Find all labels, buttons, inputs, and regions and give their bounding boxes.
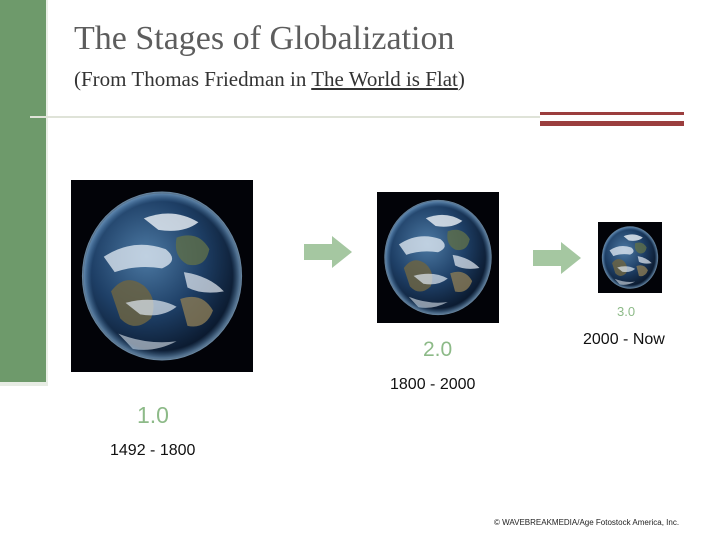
right-arrow-icon: [304, 236, 352, 268]
earth-globe-icon: [598, 222, 662, 293]
stage-label-1: 1.0: [137, 402, 169, 428]
slide-title: The Stages of Globalization: [74, 20, 455, 57]
sidebar-accent: [0, 0, 46, 382]
image-credit: © WAVEBREAKMEDIA/Age Fotostock America, …: [494, 518, 680, 527]
right-arrow-icon: [533, 242, 581, 274]
sidebar-edge: [46, 0, 48, 382]
earth-globe-icon: [377, 192, 499, 323]
sidebar-bottom-bar: [0, 382, 48, 386]
stage-label-3: 3.0: [617, 304, 636, 319]
stage-years-1: 1492 - 1800: [110, 442, 196, 459]
subtitle-suffix: ): [457, 67, 465, 91]
stage-label-2: 2.0: [423, 338, 453, 361]
slide-subtitle: (From Thomas Friedman in The World is Fl…: [74, 67, 465, 92]
accent-bar-top: [540, 112, 684, 115]
stage-years-2: 1800 - 2000: [390, 376, 476, 393]
subtitle-prefix: (From Thomas Friedman in: [74, 67, 312, 91]
earth-globe-icon: [71, 180, 253, 372]
accent-bar-bottom: [540, 121, 684, 126]
stage-years-3: 2000 - Now: [583, 331, 665, 348]
title-divider: [30, 116, 540, 118]
book-title: The World is Flat: [311, 67, 458, 91]
